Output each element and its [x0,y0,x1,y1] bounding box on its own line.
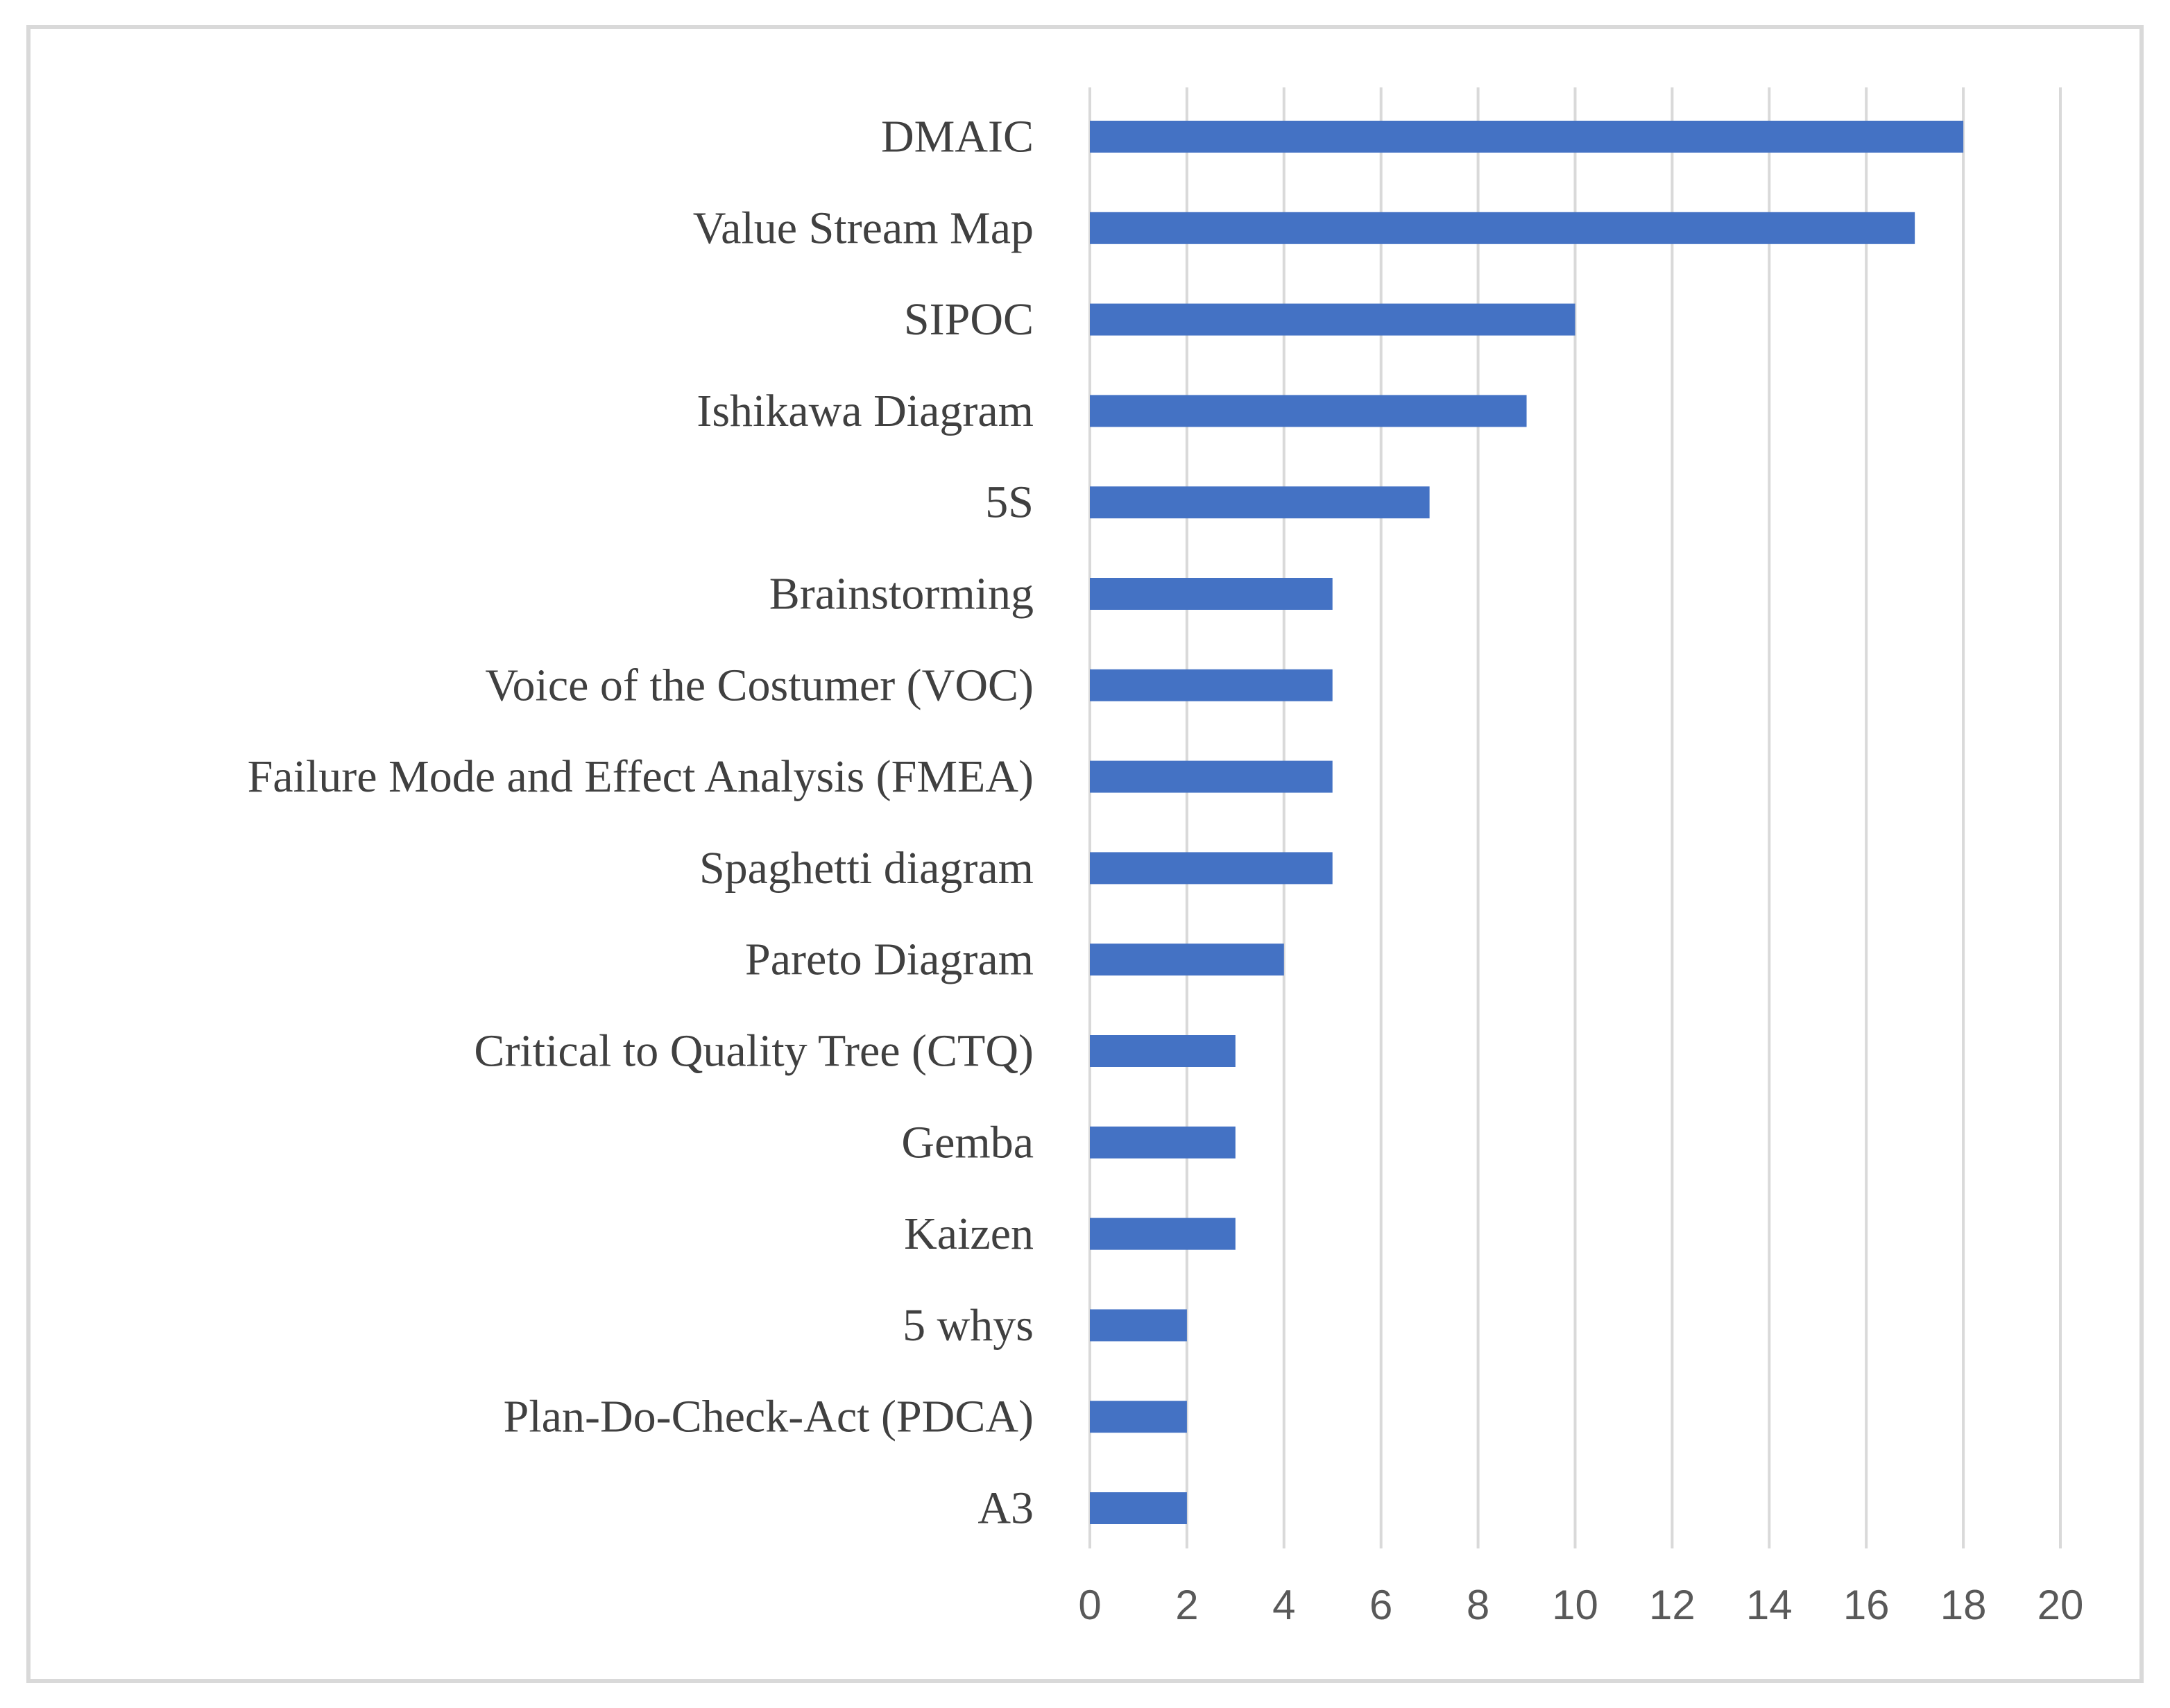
category-label: 5 whys [903,1300,1034,1351]
x-tick-label: 14 [1746,1582,1793,1628]
category-label: Pareto Diagram [745,934,1034,985]
category-label: SIPOC [904,294,1034,345]
x-tick-label: 18 [1940,1582,1987,1628]
bar [1090,1035,1236,1067]
category-label: A3 [977,1483,1034,1534]
x-tick-label: 10 [1552,1582,1598,1628]
category-label: DMAIC [881,112,1034,162]
bar [1090,121,1964,153]
bar [1090,212,1915,244]
category-label: Failure Mode and Effect Analysis (FMEA) [248,751,1034,802]
x-tick-label: 4 [1272,1582,1295,1628]
x-tick-label: 12 [1649,1582,1695,1628]
x-tick-label: 2 [1175,1582,1198,1628]
bar [1090,669,1333,701]
category-label: Plan-Do-Check-Act (PDCA) [504,1392,1034,1442]
category-label: Gemba [901,1117,1034,1168]
bar [1090,486,1430,519]
category-label: Ishikawa Diagram [697,386,1034,436]
x-tick-label: 0 [1078,1582,1101,1628]
bar [1090,760,1333,793]
chart-frame [26,25,2144,1683]
category-label: Brainstorming [769,569,1034,620]
bar [1090,1309,1187,1342]
bar [1090,943,1284,976]
category-label: 5S [985,477,1034,528]
category-label: Critical to Quality Tree (CTQ) [474,1026,1034,1077]
bar [1090,1401,1187,1433]
x-tick-label: 16 [1843,1582,1890,1628]
bar [1090,578,1333,610]
bar [1090,1126,1236,1159]
x-axis-tick-labels: 0 2 4 6 8 10 12 14 16 18 20 [1078,1582,2083,1628]
x-tick-label: 6 [1369,1582,1392,1628]
bars [1090,121,1964,1524]
category-label: Voice of the Costumer (VOC) [485,660,1034,710]
category-label: Value Stream Map [693,203,1034,253]
bar [1090,395,1527,427]
bar [1090,852,1333,885]
x-tick-label: 8 [1467,1582,1489,1628]
bar [1090,1218,1236,1250]
x-tick-label: 20 [2037,1582,2084,1628]
category-labels: DMAIC Value Stream Map SIPOC Ishikawa Diagr… [248,112,1034,1534]
bar [1090,1492,1187,1524]
bar [1090,303,1575,336]
category-label: Kaizen [904,1209,1034,1259]
category-label: Spaghetti diagram [699,843,1034,894]
